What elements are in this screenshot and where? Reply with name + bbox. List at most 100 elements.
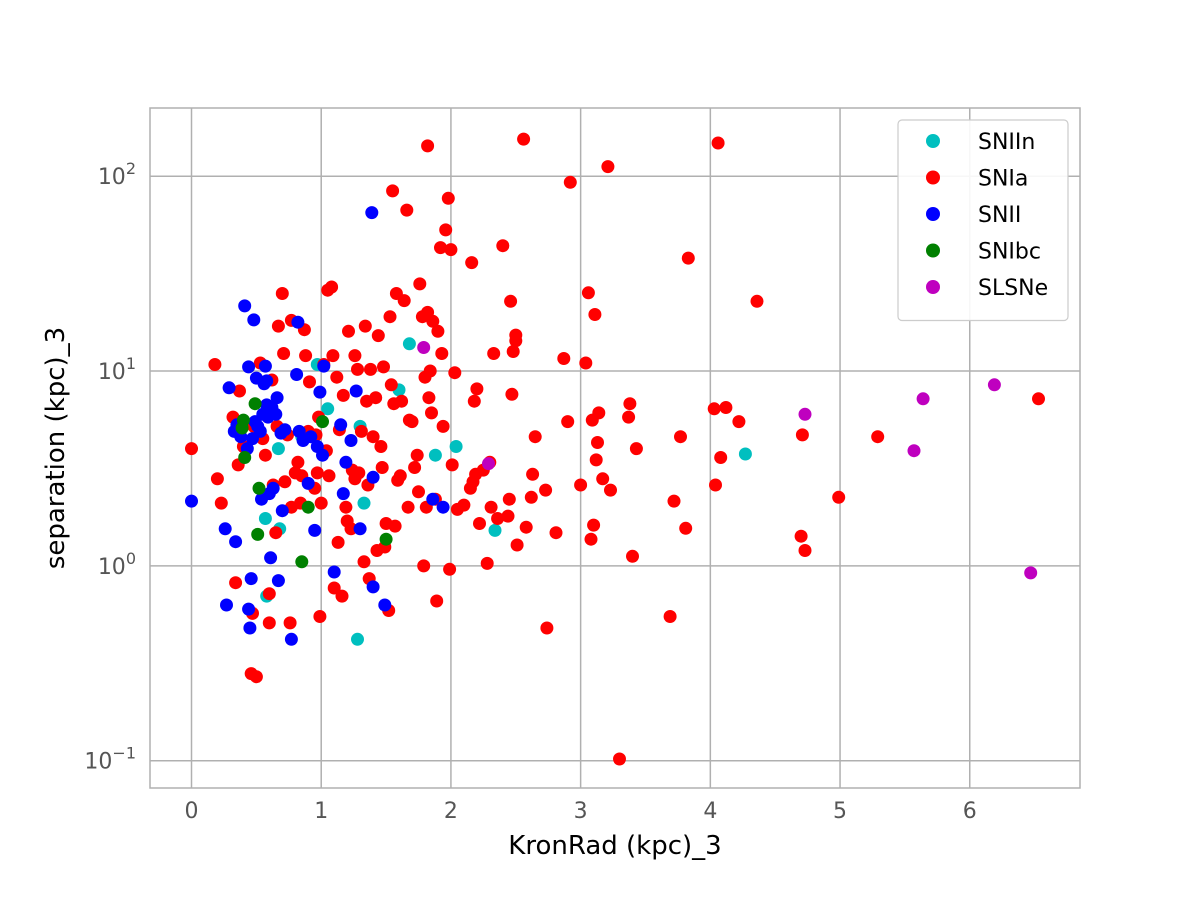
data-point-snia (269, 526, 283, 540)
legend-label: SNIIn (978, 130, 1035, 155)
data-point-snia (443, 562, 457, 576)
data-point-snia (448, 366, 462, 380)
data-point-snii (238, 299, 252, 313)
data-point-snia (436, 419, 450, 433)
data-point-snia (352, 466, 366, 480)
data-point-snia (581, 286, 595, 300)
data-point-snii (258, 359, 272, 373)
x-axis-title: KronRad (kpc)_3 (508, 831, 721, 861)
data-point-snii (284, 632, 298, 646)
y-tick-label: 10−1 (84, 744, 136, 775)
data-point-snii (247, 313, 261, 327)
data-point-snia (210, 472, 224, 486)
data-point-snia (413, 277, 427, 291)
x-tick-label: 1 (314, 799, 328, 824)
data-point-snia (506, 345, 520, 358)
data-point-sniin (428, 448, 442, 462)
data-point-snii (269, 407, 283, 421)
data-point-snia (484, 500, 498, 514)
series-snibc (235, 397, 393, 569)
data-point-snia (342, 324, 355, 338)
data-point-snia (303, 375, 316, 389)
data-point-snii (222, 381, 236, 395)
data-point-snia (233, 384, 246, 398)
data-point-snia (588, 308, 602, 321)
data-point-snia (467, 394, 481, 408)
data-point-snia (445, 458, 459, 472)
y-tick-label: 101 (98, 354, 136, 385)
data-point-snia (275, 287, 289, 300)
data-point-snia (574, 478, 588, 492)
data-point-snia (589, 453, 603, 467)
data-point-snia (358, 319, 372, 333)
tick-labels: 0 1 2 3 4 5 6 10−1 100 101 102 (84, 159, 976, 824)
data-point-snia (348, 349, 362, 363)
data-point-slsne (1024, 566, 1038, 580)
data-point-sniin (321, 402, 335, 416)
data-point-snii (327, 565, 341, 579)
data-point-snia (412, 485, 425, 499)
data-point-snia (604, 483, 617, 497)
legend: SNIIn SNIa SNII SNIbc SLSNe (897, 119, 1069, 322)
data-point-sniin (738, 447, 752, 461)
data-point-sniin (357, 496, 371, 510)
data-point-snii (275, 504, 289, 518)
data-point-snia (330, 370, 344, 384)
data-point-snia (336, 388, 350, 402)
data-point-snia (325, 280, 339, 294)
data-point-snia (509, 334, 523, 348)
data-point-snia (425, 406, 438, 420)
data-point-snii (304, 430, 318, 444)
data-point-snii (264, 551, 278, 565)
data-point-snia (517, 132, 531, 146)
data-point-snia (299, 349, 313, 363)
data-point-snia (283, 616, 297, 630)
data-point-sniin (271, 442, 285, 456)
data-point-snia (1032, 392, 1045, 406)
data-point-snia (327, 581, 341, 595)
data-point-snia (524, 490, 538, 504)
data-point-snia (613, 752, 626, 766)
data-point-snia (505, 387, 519, 401)
legend-label: SNIa (978, 167, 1028, 192)
data-point-snia (798, 544, 812, 557)
legend-label: SNII (978, 203, 1021, 228)
data-point-snia (519, 520, 533, 534)
data-point-snia (563, 175, 577, 189)
data-point-slsne (907, 444, 921, 458)
data-point-snia (410, 448, 424, 462)
data-point-snia (732, 415, 746, 429)
series-slsne (417, 341, 1038, 580)
data-point-snii (271, 574, 285, 588)
data-point-snia (591, 436, 604, 449)
data-point-snia (383, 310, 397, 324)
data-point-snia (480, 556, 494, 570)
data-point-snia (504, 294, 518, 308)
data-point-snia (465, 256, 479, 270)
data-points (185, 132, 1045, 766)
data-point-snia (561, 415, 575, 429)
plot-frame (149, 107, 1081, 789)
y-tick-label: 100 (98, 549, 136, 580)
data-point-snia (291, 455, 305, 469)
data-point-snii (278, 423, 292, 437)
data-point-snia (426, 314, 440, 328)
data-point-snia (377, 360, 390, 374)
data-point-sniin (258, 512, 272, 525)
data-point-snia (430, 594, 444, 608)
data-point-snia (422, 391, 436, 405)
data-point-snii (243, 621, 257, 635)
data-point-snia (326, 349, 340, 363)
data-point-sniin (488, 523, 502, 537)
data-point-snibc (248, 397, 262, 411)
data-point-snibc (301, 500, 315, 514)
data-point-snia (629, 442, 643, 456)
data-point-snia (214, 496, 228, 510)
data-point-snia (526, 467, 540, 481)
data-point-snii (366, 580, 380, 594)
data-point-slsne (798, 407, 812, 421)
data-point-snii (349, 384, 363, 398)
x-tick-label: 4 (703, 799, 717, 824)
data-point-snia (335, 589, 349, 603)
